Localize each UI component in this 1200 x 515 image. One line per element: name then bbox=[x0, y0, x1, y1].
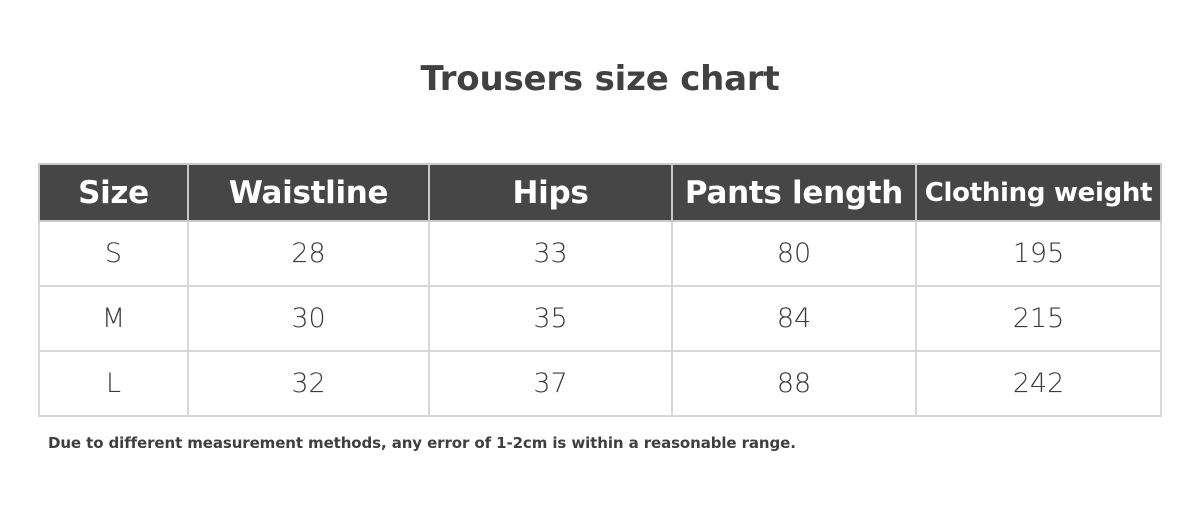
size-chart-table: Size Waistline Hips Pants length Clothin… bbox=[38, 163, 1162, 417]
table-row: M 30 35 84 215 bbox=[38, 285, 1162, 352]
measurement-disclaimer: Due to different measurement methods, an… bbox=[48, 434, 796, 452]
cell-hips: 37 bbox=[428, 350, 673, 417]
table-row: S 28 33 80 195 bbox=[38, 220, 1162, 287]
column-header-clothing-weight: Clothing weight bbox=[915, 163, 1162, 222]
cell-clothing-weight: 215 bbox=[915, 285, 1162, 352]
cell-pants-length: 84 bbox=[671, 285, 917, 352]
cell-size: L bbox=[38, 350, 189, 417]
cell-size: M bbox=[38, 285, 189, 352]
table-header: Size Waistline Hips Pants length Clothin… bbox=[38, 163, 1162, 222]
page-title: Trousers size chart bbox=[420, 59, 780, 99]
cell-pants-length: 80 bbox=[671, 220, 917, 287]
table-body: S 28 33 80 195 M 30 35 84 215 L 32 37 88… bbox=[38, 220, 1162, 417]
cell-pants-length: 88 bbox=[671, 350, 917, 417]
cell-waistline: 30 bbox=[187, 285, 430, 352]
cell-clothing-weight: 242 bbox=[915, 350, 1162, 417]
cell-hips: 35 bbox=[428, 285, 673, 352]
cell-waistline: 28 bbox=[187, 220, 430, 287]
column-header-pants-length: Pants length bbox=[671, 163, 917, 222]
cell-clothing-weight: 195 bbox=[915, 220, 1162, 287]
column-header-waistline: Waistline bbox=[187, 163, 430, 222]
cell-size: S bbox=[38, 220, 189, 287]
cell-waistline: 32 bbox=[187, 350, 430, 417]
table-row: L 32 37 88 242 bbox=[38, 350, 1162, 417]
column-header-size: Size bbox=[38, 163, 189, 222]
table-header-row: Size Waistline Hips Pants length Clothin… bbox=[38, 163, 1162, 222]
cell-hips: 33 bbox=[428, 220, 673, 287]
column-header-hips: Hips bbox=[428, 163, 673, 222]
